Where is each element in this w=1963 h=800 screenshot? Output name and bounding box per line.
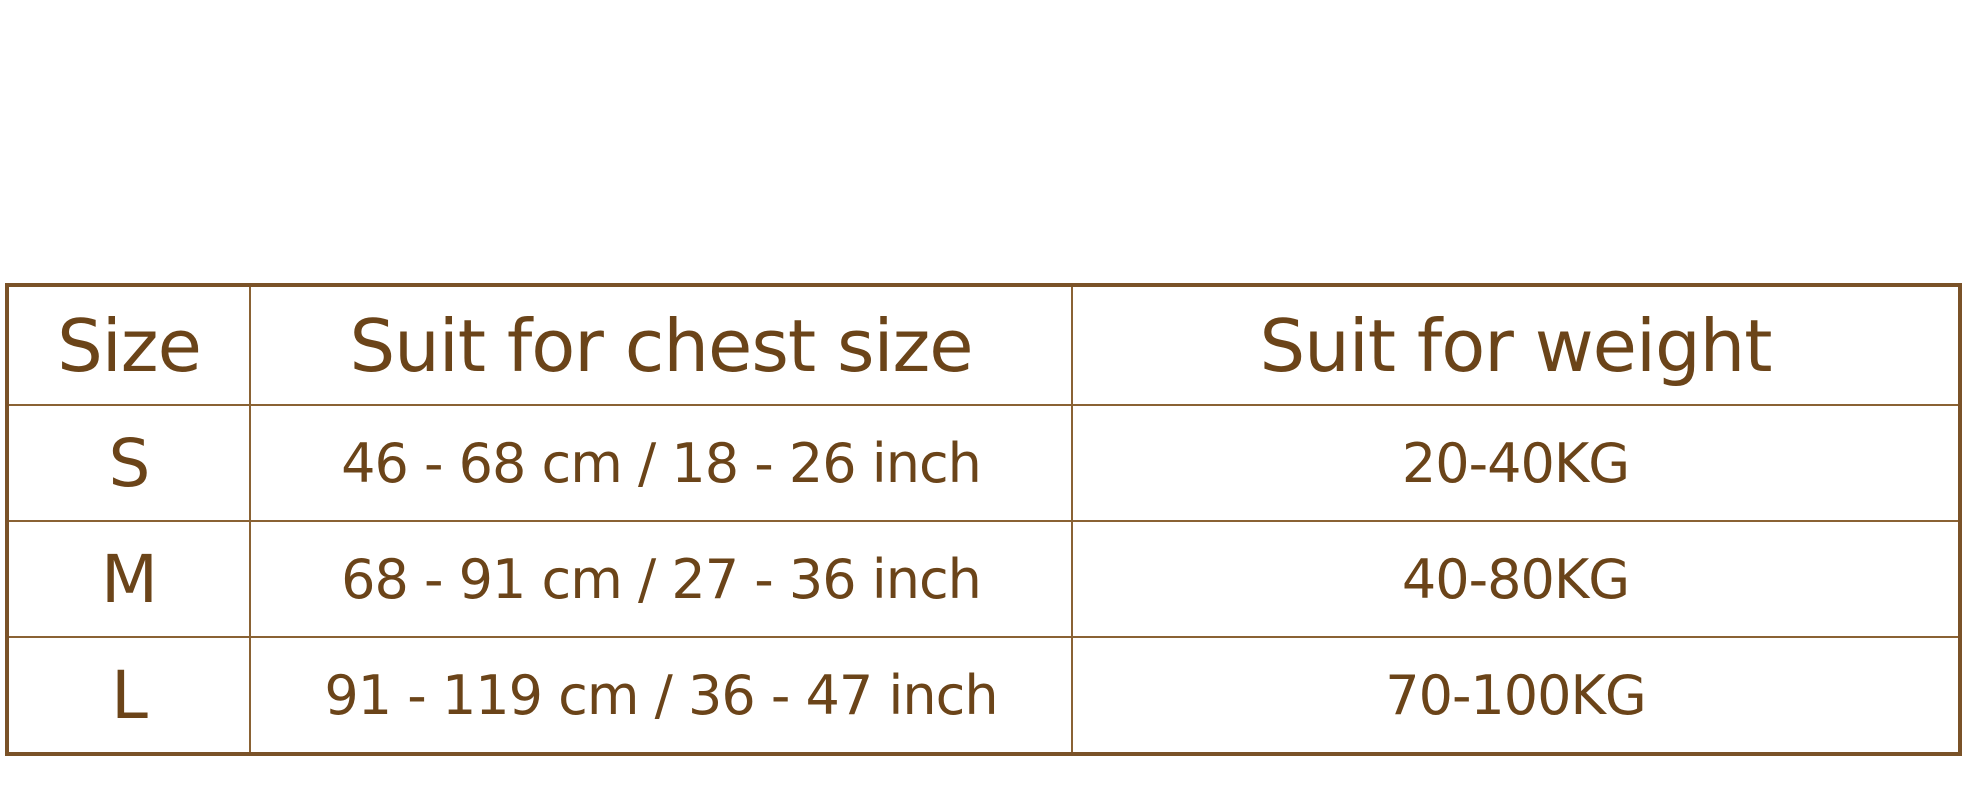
size-cell: L [6, 636, 251, 755]
table-body: S 46 - 68 cm / 18 - 26 inch 20-40KG M 68 - 9… [6, 404, 1961, 755]
table-cell: 91 - 119 cm / 36 - 47 inch [249, 636, 1073, 755]
table-cell: 40-80KG [1071, 520, 1961, 638]
table-row: S 46 - 68 cm / 18 - 26 inch 20-40KG [6, 404, 1961, 522]
header-cell: Suit for chest size [249, 284, 1073, 406]
header-cell: Suit for weight [1071, 284, 1961, 406]
table-cell: 70-100KG [1071, 636, 1961, 755]
table-cell: 46 - 68 cm / 18 - 26 inch [249, 404, 1073, 522]
header-cell: Size [6, 284, 251, 406]
size-cell: M [6, 520, 251, 638]
table-cell: 20-40KG [1071, 404, 1961, 522]
table-row: M 68 - 91 cm / 27 - 36 inch 40-80KG [6, 520, 1961, 638]
table-cell: 68 - 91 cm / 27 - 36 inch [249, 520, 1073, 638]
header-row: Size Suit for chest size Suit for weight [6, 284, 1961, 406]
size-cell: S [6, 404, 251, 522]
table-row: L 91 - 119 cm / 36 - 47 inch 70-100KG [6, 636, 1961, 755]
size-table: Size Suit for chest size Suit for weight S… [5, 283, 1962, 756]
